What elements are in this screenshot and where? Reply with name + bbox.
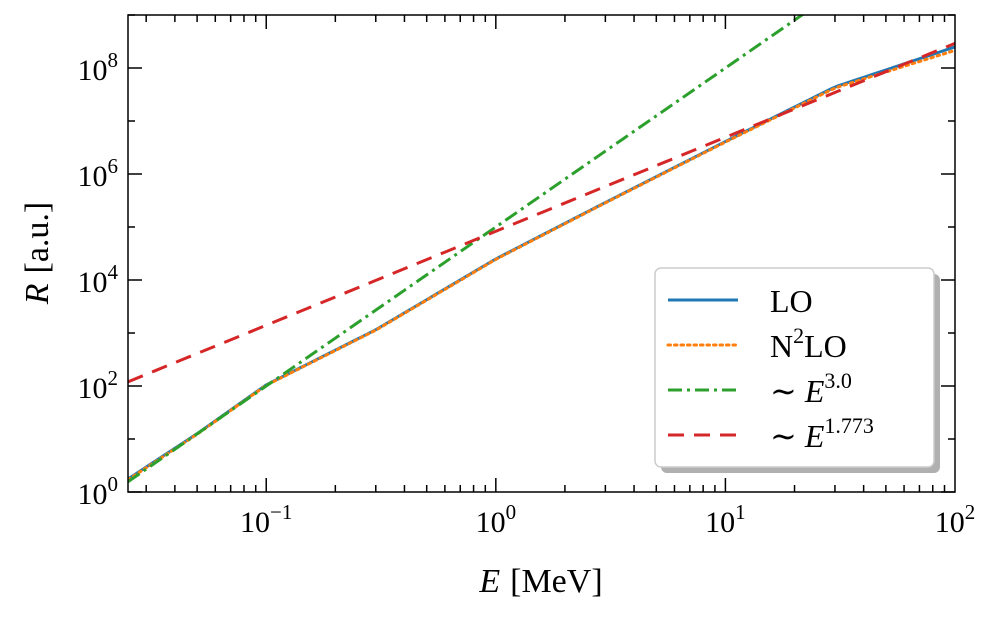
y-tick-label: 104 [78,260,119,299]
x-tick-label: 100 [476,500,517,539]
legend-label-power-3.0: ∼ E3.0 [770,368,852,409]
series-line-N2LO [128,48,955,482]
x-tick-label: 101 [705,500,746,539]
y-tick-label: 106 [78,154,119,193]
x-tick-label: 102 [935,500,976,539]
series-line-power-3.0 [128,15,805,483]
legend: LO N2LO∼ E3.0∼ E1.773 [654,267,940,473]
plot-series [128,15,955,483]
plot-frame [127,14,956,493]
legend-label-N2LO: N2LO [770,323,847,364]
legend-label-LO: LO [770,283,813,319]
legend-box [654,267,935,468]
axis-ticks: 10−1 100 101 102 100 102 104 106 108 [78,14,976,539]
y-tick-label: 102 [78,366,119,405]
x-axis-label: E [MeV] [478,563,602,600]
x-tick-label: 10−1 [240,500,292,539]
y-tick-label: 108 [78,48,119,87]
legend-label-power-1.773: ∼ E1.773 [770,413,874,454]
y-axis-label: R[a.u.] [19,202,56,306]
y-tick-label: 100 [78,472,119,511]
series-line-power-1.773 [128,41,955,384]
